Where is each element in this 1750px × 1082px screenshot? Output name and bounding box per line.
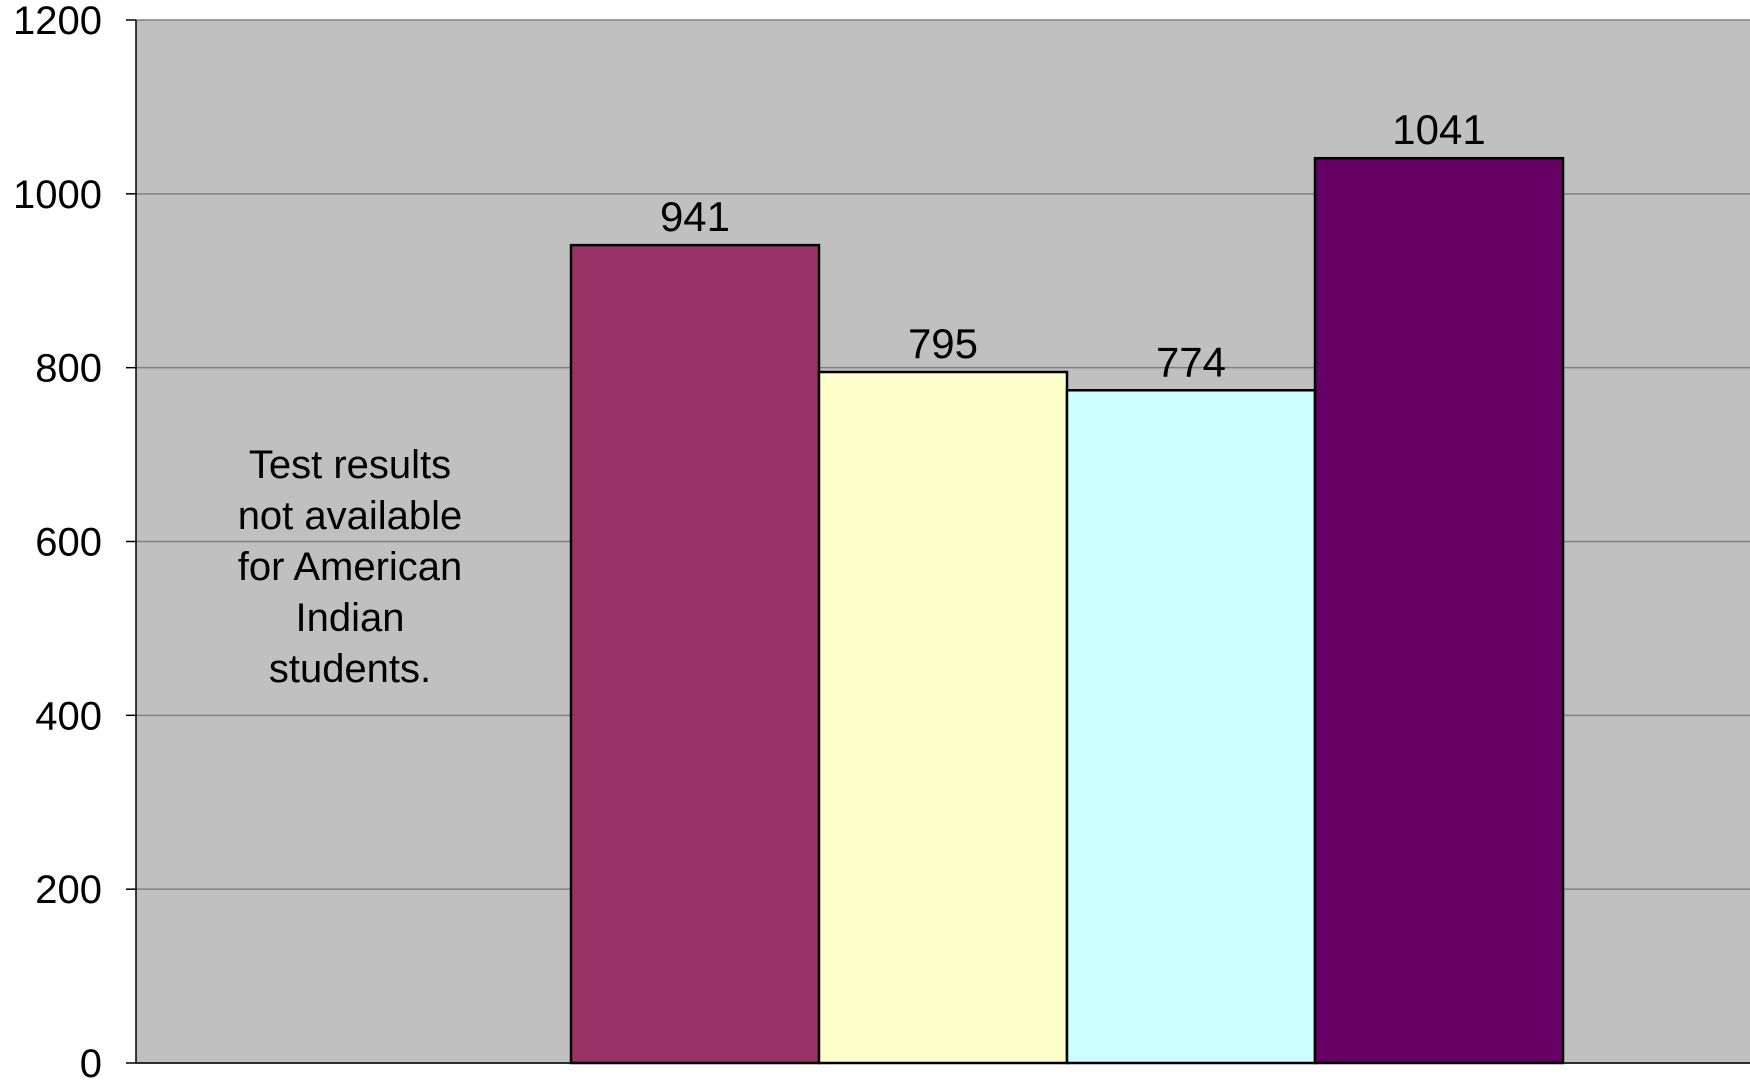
y-tick-label: 1000 [13,173,102,217]
y-tick-label: 1200 [13,0,102,43]
y-tick-label: 0 [80,1042,102,1082]
bar [1065,389,1317,1065]
y-tick-label: 600 [35,521,102,565]
y-tick-label: 400 [35,694,102,738]
bar-value-label: 774 [1156,338,1226,385]
note-line: for American [237,545,463,589]
bar [1313,156,1565,1065]
bar [569,243,821,1065]
note-line: students. [268,647,432,691]
bar [817,370,1069,1065]
bar-value-label: 941 [660,193,730,240]
note-line: Indian [295,596,405,640]
y-tick-label: 800 [35,347,102,391]
bar-value-label: 1041 [1392,106,1485,153]
data-labels: 941 795 774 1041 [660,106,1486,385]
note-line: Test results [248,443,452,487]
unavailable-data-note: Test results not available for American … [200,440,500,695]
note-line: not available [237,494,463,538]
bars [569,156,1565,1065]
y-axis: 0 200 400 600 800 1000 1200 [13,0,1750,1082]
bar-value-label: 795 [908,320,978,367]
y-tick-label: 200 [35,868,102,912]
